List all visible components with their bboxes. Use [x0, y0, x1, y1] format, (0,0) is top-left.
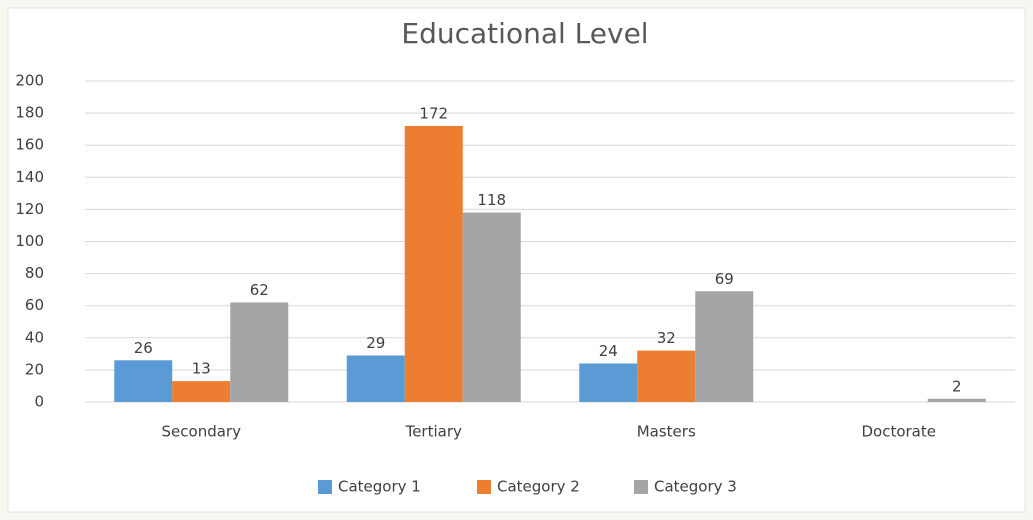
y-tick-label: 180	[15, 104, 44, 122]
data-label: 69	[715, 270, 734, 288]
y-tick-label: 120	[15, 200, 44, 218]
y-tick-label: 100	[15, 232, 44, 250]
y-tick-label: 60	[25, 296, 44, 314]
bar	[172, 381, 231, 402]
data-label: 32	[657, 329, 676, 347]
bar	[346, 355, 405, 402]
data-label: 62	[250, 281, 269, 299]
data-label: 118	[477, 191, 506, 209]
legend-label: Category 2	[497, 478, 580, 496]
bar	[579, 363, 638, 402]
data-label: 24	[599, 342, 618, 360]
x-tick-label: Doctorate	[861, 423, 936, 441]
legend-swatch	[477, 480, 491, 494]
bar	[404, 125, 463, 402]
y-tick-label: 20	[25, 360, 44, 378]
data-label: 13	[192, 360, 211, 378]
legend-swatch	[634, 480, 648, 494]
data-label: 26	[134, 339, 153, 357]
x-tick-label: Tertiary	[405, 423, 462, 441]
legend-label: Category 1	[338, 478, 421, 496]
y-tick-label: 200	[15, 72, 44, 90]
y-tick-label: 0	[34, 393, 44, 411]
bar	[114, 360, 173, 402]
x-tick-label: Secondary	[162, 423, 242, 441]
bar	[637, 350, 696, 402]
bar	[230, 302, 289, 402]
bar	[462, 212, 521, 402]
y-tick-label: 140	[15, 168, 44, 186]
data-label: 172	[419, 104, 448, 122]
bar	[927, 398, 986, 402]
data-label: 29	[366, 334, 385, 352]
y-tick-label: 160	[15, 136, 44, 154]
x-tick-label: Masters	[637, 423, 696, 441]
y-tick-label: 80	[25, 264, 44, 282]
legend-label: Category 3	[654, 478, 737, 496]
data-label: 2	[952, 377, 962, 395]
legend-swatch	[318, 480, 332, 494]
y-tick-label: 40	[25, 328, 44, 346]
chart-title: Educational Level	[401, 17, 648, 50]
bar	[695, 291, 754, 402]
